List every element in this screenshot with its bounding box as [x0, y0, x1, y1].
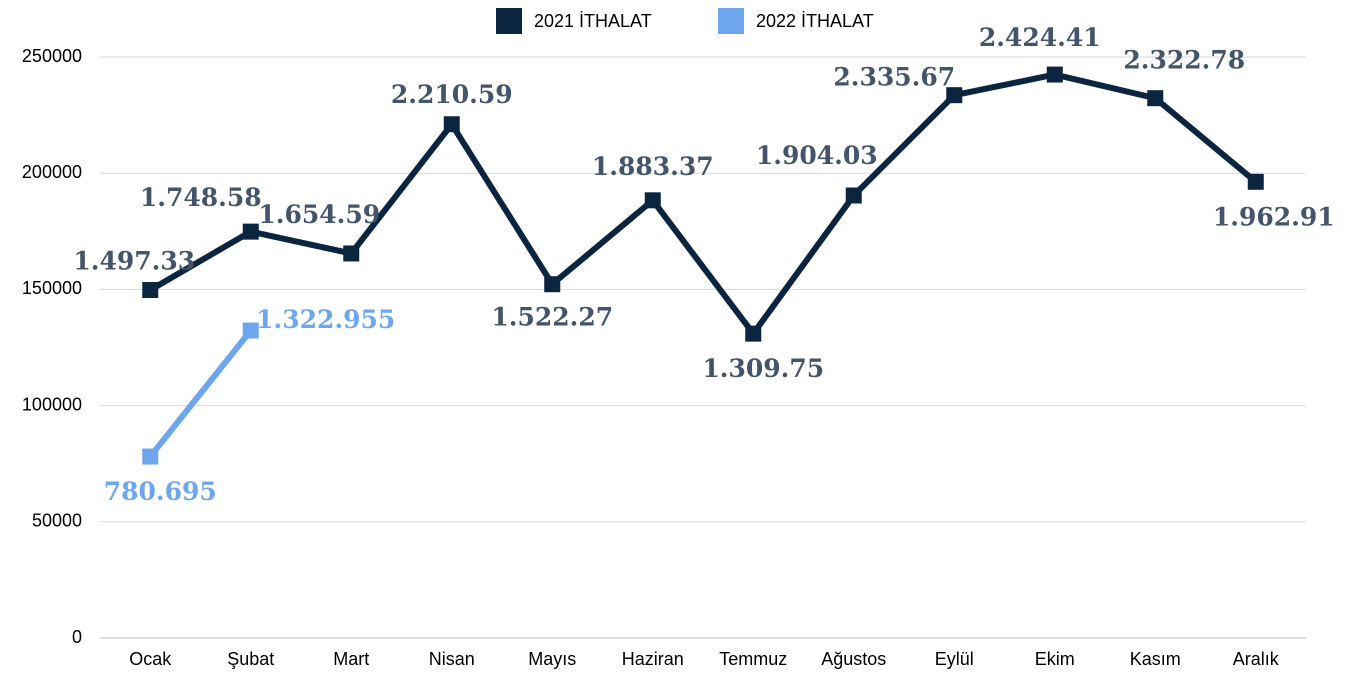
x-tick-label: Temmuz [719, 649, 787, 669]
data-label: 1.962.91 [1213, 202, 1335, 231]
x-tick-label: Ağustos [821, 649, 886, 669]
x-tick-label: Nisan [429, 649, 475, 669]
marker [242, 322, 259, 339]
legend-label: 2021 İTHALAT [534, 11, 652, 31]
marker [1046, 66, 1063, 83]
marker [142, 448, 159, 465]
y-tick-label: 200000 [22, 162, 82, 182]
y-tick-label: 150000 [22, 278, 82, 298]
marker [1247, 173, 1264, 190]
legend-swatch [496, 8, 522, 34]
data-label: 1.883.37 [592, 152, 714, 181]
marker [242, 223, 259, 240]
y-tick-label: 100000 [22, 394, 82, 414]
marker [1147, 90, 1164, 107]
marker [443, 116, 460, 133]
data-label: 1.748.58 [140, 183, 262, 212]
data-label: 2.424.41 [979, 23, 1101, 52]
x-tick-label: Haziran [622, 649, 684, 669]
x-tick-label: Eylül [935, 649, 974, 669]
legend-swatch [718, 8, 744, 34]
data-label: 2.210.59 [391, 80, 513, 109]
marker [142, 282, 159, 299]
series-line [148, 71, 1258, 337]
series-line [147, 328, 254, 459]
marker [544, 276, 561, 293]
x-tick-label: Mart [333, 649, 369, 669]
data-label: 1.522.27 [491, 303, 613, 332]
data-label: 2.322.78 [1123, 46, 1245, 75]
data-label: 1.497.33 [73, 247, 195, 276]
data-label: 2.335.67 [833, 63, 955, 92]
x-tick-label: Şubat [227, 649, 274, 669]
x-tick-label: Aralık [1233, 649, 1280, 669]
marker [946, 87, 963, 104]
marker [745, 325, 762, 342]
data-label: 1.654.59 [258, 200, 380, 229]
data-label: 1.904.03 [756, 141, 878, 170]
y-tick-label: 250000 [22, 46, 82, 66]
marker [644, 192, 661, 209]
x-tick-label: Kasım [1130, 649, 1181, 669]
data-label: 1.322.955 [256, 305, 395, 334]
y-tick-label: 0 [72, 627, 82, 647]
x-tick-label: Ocak [129, 649, 172, 669]
legend-label: 2022 İTHALAT [756, 11, 874, 31]
x-tick-label: Mayıs [528, 649, 576, 669]
data-label: 780.695 [104, 477, 217, 506]
y-tick-label: 50000 [32, 511, 82, 531]
x-tick-label: Ekim [1035, 649, 1075, 669]
data-label: 1.309.75 [702, 354, 824, 383]
marker [845, 187, 862, 204]
marker [343, 245, 360, 262]
